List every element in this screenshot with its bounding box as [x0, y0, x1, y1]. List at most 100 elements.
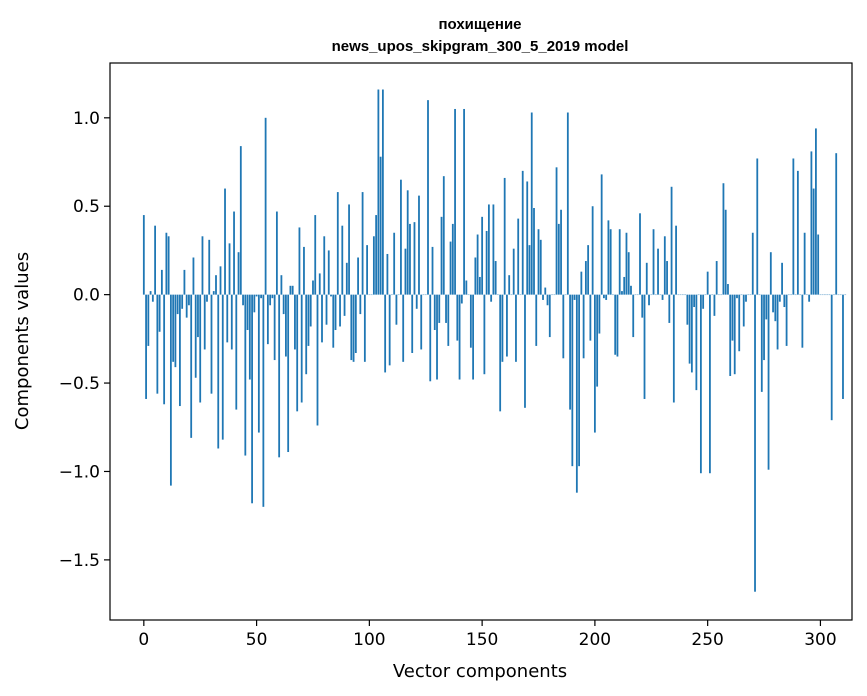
y-tick-label: −1.5: [59, 551, 100, 571]
bar: [201, 236, 204, 295]
bar: [449, 241, 452, 295]
bar: [736, 294, 738, 299]
chart-subtitle: news_upos_skipgram_300_5_2019 model: [332, 38, 629, 55]
chart-title: похищение: [438, 16, 521, 33]
bar: [815, 128, 817, 295]
bar: [244, 294, 247, 456]
bar: [643, 294, 646, 399]
bar: [345, 262, 348, 295]
bar: [158, 294, 161, 332]
bar: [499, 294, 502, 412]
bar: [289, 285, 292, 295]
bar: [506, 294, 508, 357]
bar: [645, 262, 648, 295]
bar: [663, 236, 666, 295]
bar: [167, 236, 170, 295]
bar: [582, 294, 585, 359]
bar: [406, 190, 409, 295]
bar: [235, 294, 238, 410]
bar: [621, 291, 623, 295]
bar: [729, 294, 732, 376]
bar: [348, 204, 350, 295]
bar: [842, 294, 844, 399]
bar: [515, 294, 517, 362]
bar: [384, 294, 387, 373]
bar: [332, 294, 335, 348]
bar: [469, 294, 472, 348]
x-tick-label: 200: [579, 630, 611, 650]
bar: [830, 294, 833, 421]
bar: [591, 206, 594, 295]
bar: [181, 294, 184, 309]
bar: [343, 294, 346, 316]
bar: [339, 294, 341, 327]
bar: [575, 294, 578, 493]
bar: [589, 294, 592, 341]
bar: [476, 234, 479, 295]
y-tick-label: 0.5: [73, 197, 100, 217]
bar: [587, 245, 590, 295]
bar: [765, 294, 768, 320]
x-axis-ticks: 0 50 100 150 200 250 300: [138, 620, 837, 650]
bar: [307, 294, 310, 346]
bar: [230, 294, 233, 350]
bar: [600, 174, 603, 295]
bar: [483, 294, 486, 375]
bar: [548, 294, 551, 338]
bar: [361, 192, 364, 295]
bar: [530, 112, 533, 295]
bar: [363, 294, 366, 362]
bar: [713, 294, 716, 316]
bar: [163, 294, 166, 405]
bar: [521, 170, 524, 295]
x-tick-label: 100: [353, 630, 385, 650]
bar: [456, 294, 459, 341]
bar: [614, 294, 617, 355]
bar: [323, 236, 326, 295]
y-tick-label: −0.5: [59, 374, 100, 394]
bar: [724, 209, 727, 295]
bar: [609, 229, 612, 295]
bar: [303, 246, 305, 295]
bar: [709, 294, 711, 474]
bar: [199, 294, 202, 403]
bar: [760, 294, 763, 392]
x-tick-label: 300: [804, 630, 836, 650]
bar: [524, 294, 526, 408]
bar: [666, 261, 668, 295]
bar: [442, 176, 445, 295]
x-tick-label: 250: [691, 630, 723, 650]
bar: [318, 273, 321, 295]
bar: [454, 108, 456, 295]
bar: [769, 252, 772, 295]
bar: [215, 275, 217, 295]
bar: [584, 261, 587, 295]
bar: [372, 236, 375, 295]
bar: [142, 215, 145, 295]
bar: [266, 294, 269, 345]
bar: [357, 257, 359, 295]
bar: [285, 294, 287, 357]
bar: [388, 294, 391, 366]
bar: [393, 232, 396, 295]
bar: [224, 188, 226, 295]
bar: [149, 291, 152, 295]
bar: [298, 227, 301, 295]
bar: [325, 294, 328, 325]
bar: [492, 204, 495, 295]
x-tick-label: 150: [466, 630, 498, 650]
bar: [330, 294, 332, 297]
bar: [183, 269, 186, 295]
bar: [420, 294, 423, 350]
bar: [174, 294, 177, 368]
bar: [242, 294, 244, 306]
bar: [776, 294, 779, 350]
bar: [785, 294, 788, 346]
bar: [375, 215, 378, 295]
bar: [808, 294, 811, 302]
bar: [616, 294, 619, 357]
bar: [257, 294, 260, 433]
plot-frame: [109, 62, 853, 621]
bar: [796, 170, 799, 295]
